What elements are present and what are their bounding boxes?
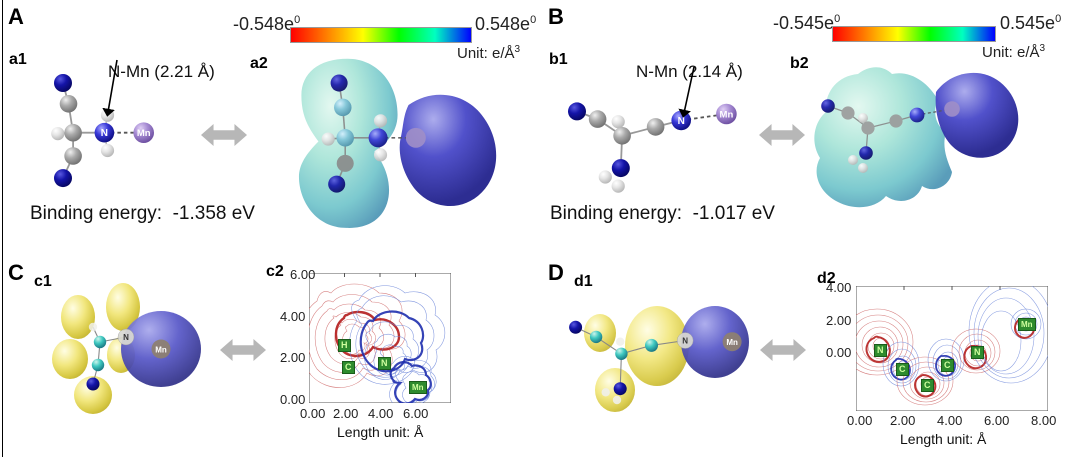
- svg-text:N: N: [101, 128, 108, 139]
- svg-text:Mn: Mn: [137, 128, 151, 139]
- svg-text:N: N: [678, 116, 685, 127]
- svg-text:Mn: Mn: [726, 338, 738, 347]
- svg-text:N: N: [682, 337, 688, 346]
- svg-text:Mn: Mn: [720, 110, 734, 121]
- svg-text:N: N: [123, 333, 129, 342]
- svg-text:Mn: Mn: [155, 346, 167, 355]
